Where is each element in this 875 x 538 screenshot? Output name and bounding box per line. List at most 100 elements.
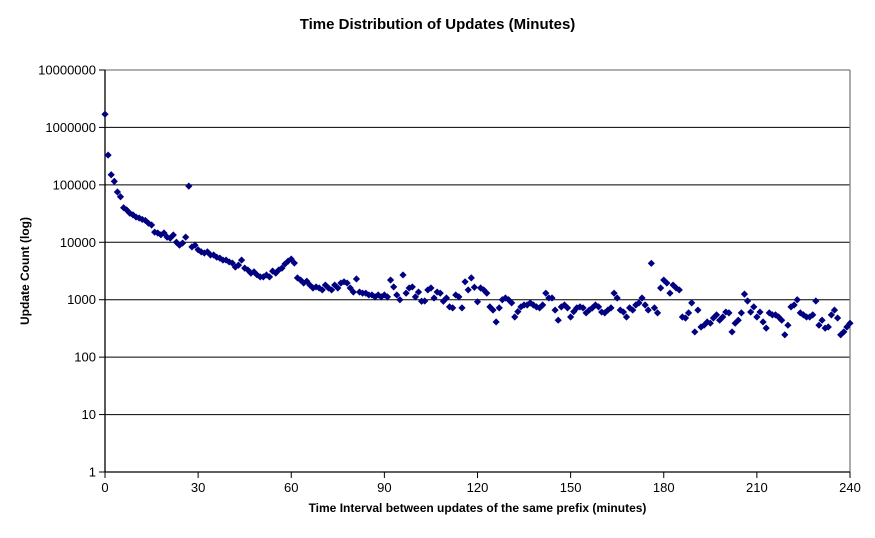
data-point <box>334 284 342 292</box>
data-point <box>508 299 516 307</box>
data-point <box>622 313 631 321</box>
data-point <box>666 289 674 297</box>
data-point <box>231 263 239 271</box>
data-point <box>383 293 392 301</box>
data-point <box>278 264 286 272</box>
data-point <box>644 306 652 314</box>
data-point <box>477 284 485 292</box>
data-point <box>179 239 187 247</box>
data-point <box>743 297 752 305</box>
data-point <box>318 286 326 294</box>
data-point <box>110 177 118 185</box>
data-point <box>635 299 643 307</box>
data-point <box>706 319 714 327</box>
data-point <box>427 284 435 292</box>
data-point <box>281 260 289 268</box>
data-point <box>697 323 705 331</box>
data-point <box>526 299 534 307</box>
data-point <box>787 303 795 311</box>
data-point <box>253 271 261 279</box>
data-point <box>470 283 478 291</box>
y-tick-label: 1 <box>89 465 96 480</box>
data-point <box>340 278 348 286</box>
data-point <box>421 297 429 305</box>
data-point <box>675 286 683 294</box>
data-point <box>399 271 407 279</box>
y-tick-label: 1000000 <box>45 120 96 135</box>
x-tick-label: 180 <box>653 480 675 495</box>
data-point <box>225 258 233 266</box>
y-tick-label: 10000000 <box>38 63 96 78</box>
data-point <box>728 328 736 336</box>
data-point <box>579 304 587 312</box>
data-point <box>529 301 537 309</box>
data-point <box>290 259 298 267</box>
data-point <box>669 281 677 289</box>
data-point <box>495 304 503 312</box>
data-point <box>442 294 451 302</box>
data-point <box>827 311 835 319</box>
data-point <box>563 304 572 312</box>
data-point <box>461 278 469 286</box>
data-point <box>436 289 444 297</box>
data-point <box>719 313 727 321</box>
data-point <box>321 281 329 289</box>
y-tick-label: 10 <box>82 407 96 422</box>
x-axis-title: Time Interval between updates of the sam… <box>308 501 647 515</box>
data-point <box>284 257 292 265</box>
data-point <box>300 279 308 287</box>
data-point <box>548 294 556 302</box>
data-point <box>765 309 773 317</box>
data-point <box>601 309 609 317</box>
data-point <box>840 328 848 336</box>
data-point <box>467 274 475 282</box>
x-tick-label: 60 <box>284 480 298 495</box>
data-point <box>116 193 125 201</box>
data-point <box>778 316 786 324</box>
data-point <box>222 256 230 264</box>
data-point <box>591 301 600 309</box>
data-point <box>790 301 798 309</box>
data-point <box>629 306 637 314</box>
data-point <box>663 279 671 287</box>
data-point <box>684 309 693 317</box>
data-point <box>806 313 814 321</box>
data-point <box>551 306 559 314</box>
data-point <box>734 316 742 324</box>
data-point <box>753 313 761 321</box>
data-point <box>169 231 177 239</box>
data-point <box>405 284 413 292</box>
chart-title: Time Distribution of Updates (Minutes) <box>299 16 576 33</box>
data-point <box>594 303 603 311</box>
data-point <box>241 264 249 272</box>
data-point <box>213 253 221 261</box>
data-point <box>489 306 497 314</box>
data-point <box>793 296 801 304</box>
data-point <box>539 301 547 309</box>
data-point <box>613 294 621 302</box>
data-point <box>411 293 420 301</box>
data-point <box>107 171 115 179</box>
data-point <box>464 286 472 294</box>
data-point <box>430 294 438 302</box>
data-point <box>473 298 482 306</box>
data-point <box>492 318 500 326</box>
data-point <box>185 182 193 190</box>
data-point <box>703 318 711 326</box>
data-point <box>607 304 615 312</box>
data-point <box>237 256 246 264</box>
data-point <box>830 306 839 314</box>
data-point <box>514 308 522 316</box>
y-tick-label: 1000 <box>67 292 96 307</box>
data-point <box>328 286 336 294</box>
data-point <box>265 273 274 281</box>
data-point <box>812 297 820 305</box>
data-point <box>262 271 271 279</box>
data-point <box>638 294 646 302</box>
data-point <box>560 301 569 309</box>
y-tick-label: 10000 <box>60 235 96 250</box>
data-point <box>657 284 665 292</box>
data-point <box>396 296 404 304</box>
data-point <box>390 283 398 291</box>
data-point <box>824 323 832 331</box>
